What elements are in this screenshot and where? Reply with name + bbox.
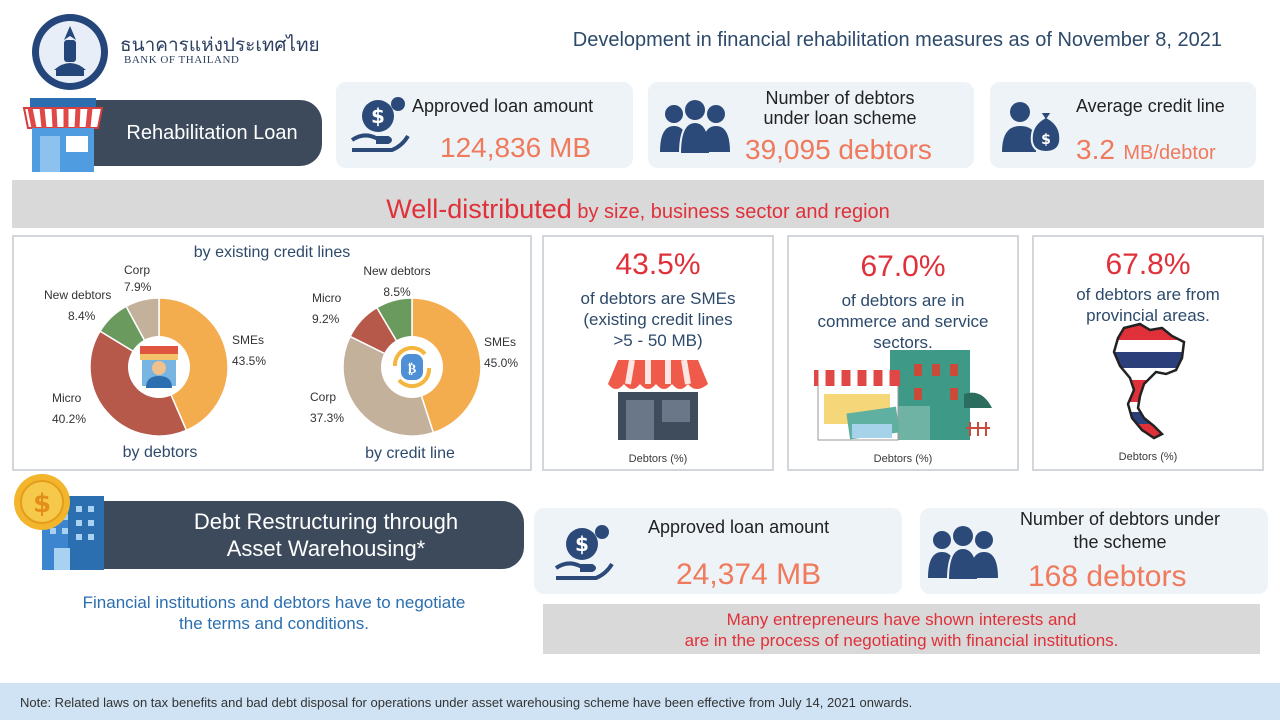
donut1-smes-name: SMEs [232, 333, 265, 347]
rehab-avg-title: Average credit line [1076, 96, 1225, 116]
donut2-micro-pct: 9.2% [312, 311, 340, 326]
stat1-text-line1: of debtors are SMEs [580, 289, 736, 308]
bank-seal-icon [30, 12, 110, 92]
donut2-smes-label: SMEs 45.0% [484, 334, 518, 372]
rehab-debtors-title-line1: Number of debtors [765, 88, 915, 108]
warehousing-label-line2: Asset Warehousing* [226, 536, 426, 561]
stat2-text: of debtors are in commerce and service s… [787, 290, 1019, 353]
warehousing-note: Financial institutions and debtors have … [36, 592, 512, 634]
stat1-text-line2: (existing credit lines [583, 310, 733, 329]
stat3-text-line2: provincial areas. [1086, 306, 1210, 325]
svg-text:$: $ [1041, 132, 1051, 148]
svg-text:₿: ₿ [408, 362, 417, 377]
stat2-text-line2: commerce and service [817, 312, 989, 331]
donut2-new-pct: 8.5% [383, 284, 411, 299]
negotiation-banner: Many entrepreneurs have shown interests … [543, 604, 1260, 654]
distribution-headline-rest: by size, business sector and region [571, 201, 890, 223]
negotiation-banner-line1: Many entrepreneurs have shown interests … [726, 610, 1077, 629]
donut-charts [89, 297, 482, 437]
donut1-smes-pct: 43.5% [232, 353, 267, 368]
warehousing-note-line1: Financial institutions and debtors have … [82, 593, 466, 612]
rehab-approved-title: Approved loan amount [412, 96, 594, 116]
donut1-micro-pct: 40.2% [52, 411, 87, 426]
donut2-smes-name: SMEs [484, 335, 517, 349]
donut1-corp-pct: 7.9% [124, 279, 152, 294]
warehousing-debtors-title-line2: the scheme [1073, 532, 1167, 552]
donut1-micro-label: Micro 40.2% [52, 390, 86, 428]
distribution-headline-strong: Well-distributed [386, 194, 572, 224]
money-hand-icon: $ [348, 92, 412, 156]
donut1-micro-name: Micro [52, 391, 82, 405]
warehousing-label-line1: Debt Restructuring through [193, 509, 459, 534]
rehab-debtors-title-line2: under loan scheme [763, 108, 917, 128]
rehab-avg-unit: MB/debtor [1123, 142, 1216, 164]
stat3-value: 67.8% [1105, 248, 1191, 281]
donut2-corp-label: Corp 37.3% [310, 389, 344, 427]
stat3-text-line1: of debtors are from [1076, 285, 1220, 304]
donut2-corp-pct: 37.3% [310, 410, 345, 425]
negotiation-banner-line2: are in the process of negotiating with f… [684, 631, 1119, 650]
rehab-loan-label: Rehabilitation Loan [92, 100, 322, 166]
donut2-micro-name: Micro [312, 291, 342, 305]
rehab-approved-value: 124,836 MB [440, 132, 591, 163]
donut1-new-label: New debtors 8.4% [44, 287, 111, 325]
donut2-smes-pct: 45.0% [484, 355, 519, 370]
thailand-map-icon [1110, 322, 1188, 442]
warehousing-label: Debt Restructuring through Asset Warehou… [92, 501, 524, 569]
stat1-text: of debtors are SMEs (existing credit lin… [542, 288, 774, 351]
donut2-caption: by credit line [365, 445, 455, 462]
donut1-corp-name: Corp [124, 263, 151, 277]
stat3-caption: Debtors (%) [1118, 451, 1178, 463]
bank-thai-name: ธนาคารแห่งประเทศไทย [120, 34, 320, 56]
donut1-new-name: New debtors [44, 288, 112, 302]
shop-icon [20, 94, 106, 176]
warehousing-debtors-title: Number of debtors under the scheme [990, 508, 1250, 554]
svg-text:$: $ [575, 532, 589, 556]
street-shops-icon [814, 350, 998, 442]
rehab-avg-card [990, 82, 1256, 168]
donut2-micro-label: Micro 9.2% [312, 290, 341, 328]
warehousing-note-line2: the terms and conditions. [179, 614, 369, 633]
rehab-avg-value-line: 3.2 MB/debtor [1076, 134, 1216, 166]
rehab-debtors-value: 39,095 debtors [745, 134, 932, 165]
svg-text:$: $ [371, 104, 385, 128]
warehousing-approved-title: Approved loan amount [648, 517, 830, 537]
stat1-value: 43.5% [615, 248, 701, 281]
donut2-new-name: New debtors [363, 264, 431, 278]
warehousing-debtors-title-line1: Number of debtors under [1019, 509, 1221, 529]
stat3-text: of debtors are from provincial areas. [1032, 284, 1264, 326]
people-group-icon [658, 100, 732, 158]
warehousing-debtors-value: 168 debtors [1028, 560, 1187, 593]
bank-english-name: BANK OF THAILAND [124, 54, 240, 66]
bitcoin-coin-icon: ₿ [381, 336, 443, 398]
people-group-icon [926, 526, 1000, 584]
stat1-caption: Debtors (%) [628, 453, 688, 465]
distribution-banner: Well-distributed by size, business secto… [12, 180, 1264, 228]
shopkeeper-icon [128, 336, 190, 398]
donut2-corp-name: Corp [310, 390, 337, 404]
stat2-text-line1: of debtors are in [841, 291, 965, 310]
svg-text:$: $ [33, 489, 51, 519]
page-title: Development in financial rehabilitation … [572, 29, 1222, 51]
footer-note: Note: Related laws on tax benefits and b… [20, 695, 913, 710]
storefront-icon [606, 356, 710, 442]
donut1-corp-label: Corp 7.9% [124, 262, 151, 296]
rehab-debtors-title: Number of debtors under loan scheme [740, 88, 940, 128]
donut1-caption: by debtors [122, 444, 198, 461]
stat2-text-line3: sectors. [873, 333, 933, 352]
donut1-new-pct: 8.4% [68, 308, 96, 323]
money-hand-icon: $ [552, 520, 616, 584]
chart-title: by existing credit lines [193, 244, 351, 261]
building-coin-icon: $ [12, 474, 122, 570]
donut1-smes-label: SMEs 43.5% [232, 332, 266, 370]
stat2-value: 67.0% [860, 250, 946, 283]
rehab-loan-label-text: Rehabilitation Loan [126, 121, 298, 144]
donut2-new-label: New debtors 8.5% [352, 263, 442, 301]
warehousing-approved-value: 24,374 MB [676, 558, 822, 591]
rehab-avg-value: 3.2 [1076, 134, 1115, 165]
footer-bar: Note: Related laws on tax benefits and b… [0, 683, 1280, 720]
stat2-caption: Debtors (%) [873, 453, 933, 465]
money-bag-user-icon: $ [1000, 98, 1066, 156]
stat1-text-line3: >5 - 50 MB) [613, 331, 703, 350]
